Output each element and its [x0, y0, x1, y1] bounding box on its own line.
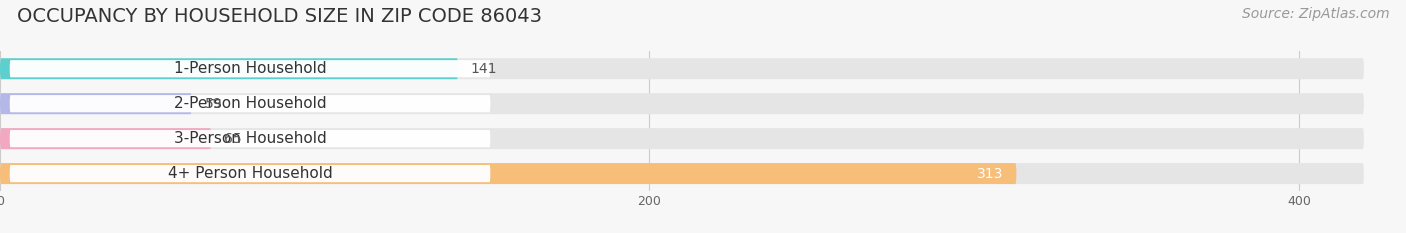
Text: Source: ZipAtlas.com: Source: ZipAtlas.com	[1241, 7, 1389, 21]
Text: 141: 141	[471, 62, 498, 76]
FancyBboxPatch shape	[0, 93, 191, 114]
FancyBboxPatch shape	[0, 128, 1364, 149]
Text: OCCUPANCY BY HOUSEHOLD SIZE IN ZIP CODE 86043: OCCUPANCY BY HOUSEHOLD SIZE IN ZIP CODE …	[17, 7, 541, 26]
FancyBboxPatch shape	[0, 163, 1017, 184]
Text: 3-Person Household: 3-Person Household	[174, 131, 326, 146]
FancyBboxPatch shape	[10, 95, 491, 112]
Text: 2-Person Household: 2-Person Household	[174, 96, 326, 111]
Text: 313: 313	[977, 167, 1004, 181]
FancyBboxPatch shape	[0, 93, 1364, 114]
FancyBboxPatch shape	[10, 60, 491, 77]
Text: 65: 65	[224, 132, 242, 146]
FancyBboxPatch shape	[0, 128, 211, 149]
FancyBboxPatch shape	[10, 130, 491, 147]
Text: 1-Person Household: 1-Person Household	[174, 61, 326, 76]
Text: 4+ Person Household: 4+ Person Household	[167, 166, 332, 181]
FancyBboxPatch shape	[0, 58, 458, 79]
FancyBboxPatch shape	[0, 58, 1364, 79]
Text: 59: 59	[205, 97, 222, 111]
FancyBboxPatch shape	[10, 165, 491, 182]
FancyBboxPatch shape	[0, 163, 1364, 184]
